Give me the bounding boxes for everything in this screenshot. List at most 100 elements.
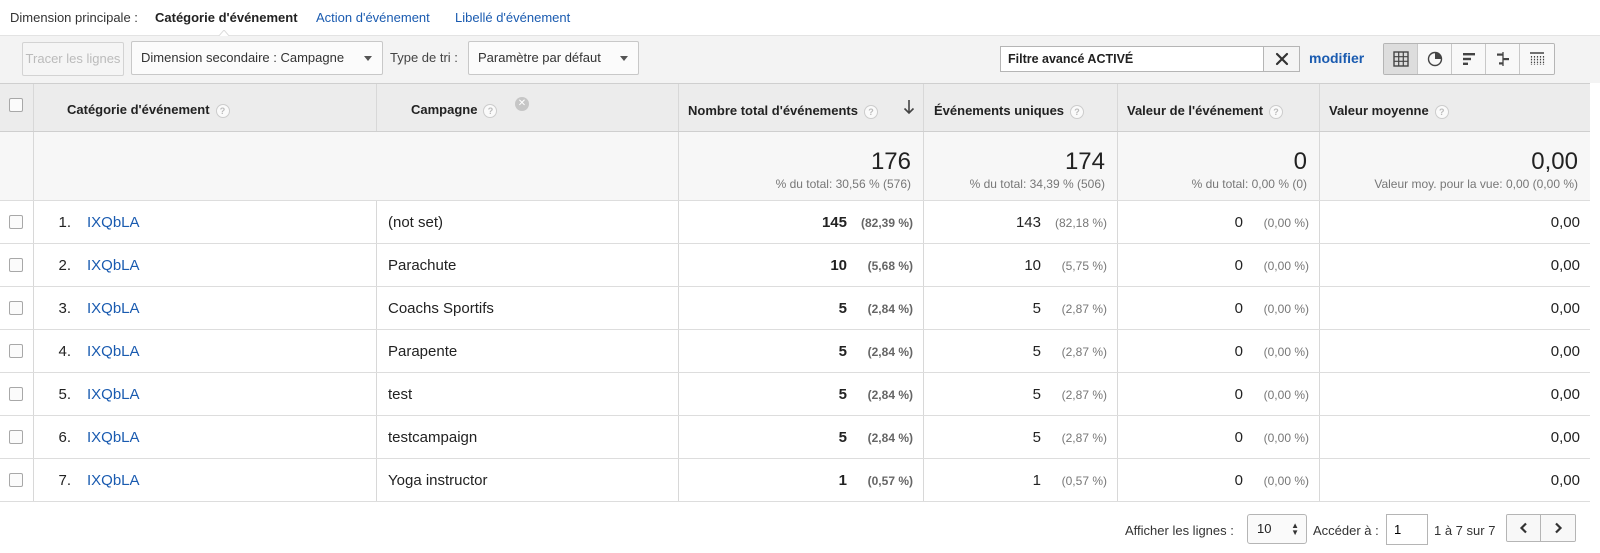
row-checkbox[interactable] <box>9 215 23 229</box>
row-checkbox[interactable] <box>9 301 23 315</box>
show-rows-select[interactable]: 10 ▲ ▼ <box>1247 514 1307 544</box>
table-row: 2. IXQbLA Parachute 10 (5,68 %) 10 (5,75 %… <box>0 244 1590 287</box>
unique-events-value: 5 (2,87 %) <box>1032 343 1107 360</box>
event-category-link[interactable]: IXQbLA <box>87 300 140 317</box>
total-events-value: 145 (82,39 %) <box>821 214 913 231</box>
avg-value-value: 0,00 <box>1550 386 1580 403</box>
primary-dimension-label: Dimension principale : <box>10 10 138 25</box>
avg-value-value: 0,00 <box>1550 214 1580 231</box>
advanced-filter-field[interactable]: Filtre avancé ACTIVÉ <box>1000 46 1300 72</box>
event-category-link[interactable]: IXQbLA <box>87 214 140 231</box>
row-number: 5. <box>58 386 71 403</box>
campaign-value: Parapente <box>388 343 458 360</box>
header-total-events[interactable]: Nombre total d'événements? <box>688 103 878 119</box>
clear-filter-button[interactable] <box>1263 47 1299 71</box>
avg-value-value: 0,00 <box>1550 343 1580 360</box>
unique-events-sum: 174 <box>1064 148 1105 175</box>
selected-caret-icon <box>218 30 230 37</box>
campaign-value: Parachute <box>388 257 457 274</box>
sort-type-label: Type de tri : <box>390 50 458 65</box>
comparison-view-button[interactable] <box>1486 44 1520 74</box>
unique-events-value: 5 (2,87 %) <box>1032 429 1107 446</box>
help-icon[interactable]: ? <box>1070 104 1085 119</box>
select-all-checkbox[interactable] <box>9 98 23 112</box>
secondary-dimension-select[interactable]: Dimension secondaire : Campagne <box>131 41 383 75</box>
help-icon[interactable]: ? <box>1434 104 1449 119</box>
avg-value-sum-pct: Valeur moy. pour la vue: 0,00 (0,00 %) <box>1374 177 1578 191</box>
table-header-row: Catégorie d'événement? Campagne? ✕ Nombr… <box>0 83 1590 132</box>
help-icon[interactable]: ? <box>1269 104 1284 119</box>
primary-dimension-current: Catégorie d'événement <box>155 10 298 25</box>
pagination-bar: Afficher les lignes : 10 ▲ ▼ Accéder à : … <box>0 503 1600 553</box>
row-number: 2. <box>58 257 71 274</box>
header-avg-value[interactable]: Valeur moyenne? <box>1329 103 1449 119</box>
total-events-value: 5 (2,84 %) <box>838 429 913 446</box>
unique-events-sum-pct: % du total: 34,39 % (506) <box>969 177 1105 191</box>
primary-dimension-bar: Dimension principale : Catégorie d'événe… <box>0 0 1600 37</box>
total-events-value: 1 (0,57 %) <box>838 472 913 489</box>
view-switcher <box>1383 43 1555 75</box>
page-range: 1 à 7 sur 7 <box>1434 523 1496 538</box>
avg-value-value: 0,00 <box>1550 429 1580 446</box>
chevron-down-icon <box>364 56 372 61</box>
header-campaign[interactable]: Campagne? <box>411 102 498 118</box>
secondary-dimension-value: Dimension secondaire : Campagne <box>141 50 345 65</box>
sort-down-arrow-icon[interactable] <box>903 99 915 115</box>
close-icon <box>1275 52 1289 66</box>
event-value-value: 0 (0,00 %) <box>1234 300 1309 317</box>
table-view-button[interactable] <box>1384 44 1418 74</box>
pivot-view-button[interactable] <box>1520 44 1554 74</box>
event-value-sum: 0 <box>1293 148 1307 175</box>
comparison-view-icon <box>1496 52 1509 66</box>
help-icon[interactable]: ? <box>863 104 878 119</box>
pie-view-button[interactable] <box>1418 44 1452 74</box>
remove-secondary-dimension-icon[interactable]: ✕ <box>515 97 529 111</box>
avg-value-value: 0,00 <box>1550 300 1580 317</box>
pager-buttons <box>1506 514 1576 542</box>
header-event-value[interactable]: Valeur de l'événement? <box>1127 103 1284 119</box>
help-icon[interactable]: ? <box>215 103 230 118</box>
goto-page-input[interactable] <box>1386 514 1428 545</box>
total-events-sum: 176 <box>870 148 911 175</box>
sort-type-value: Paramètre par défaut <box>478 50 601 65</box>
table-row: 3. IXQbLA Coachs Sportifs 5 (2,84 %) 5 (2,… <box>0 287 1590 330</box>
plot-rows-button[interactable]: Tracer les lignes <box>22 42 124 76</box>
help-icon[interactable]: ? <box>483 103 498 118</box>
next-page-button[interactable] <box>1541 515 1575 541</box>
event-category-link[interactable]: IXQbLA <box>87 429 140 446</box>
total-events-value: 5 (2,84 %) <box>838 386 913 403</box>
header-unique-events[interactable]: Événements uniques? <box>934 103 1085 119</box>
table-row: 1. IXQbLA (not set) 145 (82,39 %) 143 (82,… <box>0 201 1590 244</box>
row-number: 4. <box>58 343 71 360</box>
pie-view-icon <box>1427 51 1442 67</box>
event-category-link[interactable]: IXQbLA <box>87 472 140 489</box>
prev-page-button[interactable] <box>1507 515 1541 541</box>
sort-type-select[interactable]: Paramètre par défaut <box>468 41 639 75</box>
avg-value-value: 0,00 <box>1550 472 1580 489</box>
event-category-link[interactable]: IXQbLA <box>87 343 140 360</box>
event-category-link[interactable]: IXQbLA <box>87 257 140 274</box>
total-events-sum-pct: % du total: 30,56 % (576) <box>775 177 911 191</box>
header-category[interactable]: Catégorie d'événement? <box>67 102 230 118</box>
dimension-link-event-label[interactable]: Libellé d'événement <box>455 10 571 25</box>
pivot-view-icon <box>1530 52 1545 65</box>
unique-events-value: 10 (5,75 %) <box>1024 257 1107 274</box>
bar-view-button[interactable] <box>1452 44 1486 74</box>
next-page-icon <box>1555 522 1563 534</box>
event-value-value: 0 (0,00 %) <box>1234 472 1309 489</box>
total-events-value: 10 (5,68 %) <box>830 257 913 274</box>
unique-events-value: 143 (82,18 %) <box>1015 214 1107 231</box>
event-category-link[interactable]: IXQbLA <box>87 386 140 403</box>
row-checkbox[interactable] <box>9 430 23 444</box>
table-view-icon <box>1392 51 1409 67</box>
modify-filter-link[interactable]: modifier <box>1309 50 1365 66</box>
row-checkbox[interactable] <box>9 258 23 272</box>
row-checkbox[interactable] <box>9 387 23 401</box>
total-events-value: 5 (2,84 %) <box>838 343 913 360</box>
dimension-link-event-action[interactable]: Action d'événement <box>316 10 430 25</box>
unique-events-value: 5 (2,87 %) <box>1032 386 1107 403</box>
campaign-value: (not set) <box>388 214 444 231</box>
bar-view-icon <box>1462 53 1475 65</box>
row-checkbox[interactable] <box>9 473 23 487</box>
row-checkbox[interactable] <box>9 344 23 358</box>
